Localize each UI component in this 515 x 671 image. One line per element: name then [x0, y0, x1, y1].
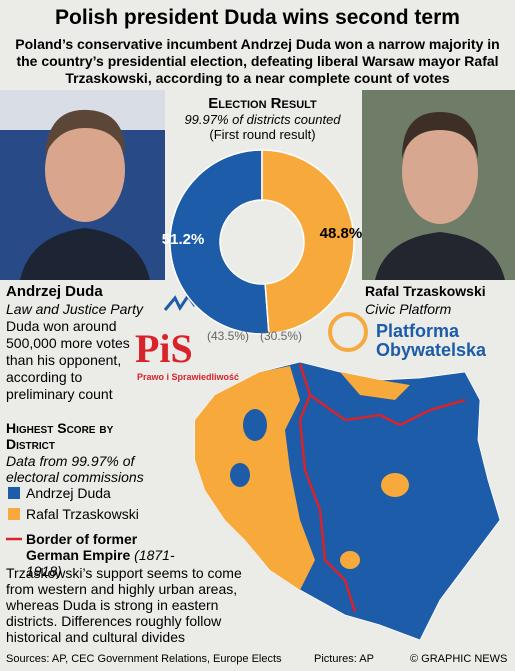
map	[194, 361, 501, 641]
po-logo-icon	[328, 312, 368, 352]
border-years: (1871-1918)	[26, 547, 175, 579]
pis-logo: PiS	[135, 326, 193, 371]
title: Polish president Duda wins second term	[55, 6, 460, 29]
photo-trzaskowski	[362, 90, 515, 280]
donut-note: (First round result)	[209, 127, 316, 142]
donut-title: Election Result	[208, 95, 317, 112]
legend-swatch	[8, 487, 20, 499]
donut: 51.2% 48.8% (43.5%) (30.5%)	[162, 149, 363, 343]
value-label: 48.8%	[320, 225, 363, 242]
legend-swatch	[8, 508, 20, 520]
subtitle: Poland’s conservative incumbent Andrzej …	[15, 36, 500, 86]
value-label: 51.2%	[162, 231, 205, 248]
candidate-name: Andrzej Duda	[6, 283, 103, 300]
donut-slice	[169, 149, 270, 335]
party: Law and Justice Party	[6, 301, 143, 317]
candidate-text: Duda won around 500,000 more votes than …	[6, 318, 130, 402]
po-logo: Platforma Obywatelska	[376, 321, 487, 360]
border-label-text: Border of former German Empire	[26, 531, 138, 563]
donut-slice	[261, 149, 355, 335]
map-title: Highest Score by District	[6, 420, 114, 452]
candidate-name: Rafal Trzaskowski	[365, 283, 486, 299]
legend-label: Rafal Trzaskowski	[26, 506, 139, 522]
credit: © GRAPHIC NEWS	[410, 653, 508, 665]
party: Civic Platform	[365, 301, 452, 317]
pictures: Pictures: AP	[314, 653, 374, 665]
sources: Sources: AP, CEC Government Relations, E…	[6, 653, 282, 665]
donut-subtitle: 99.97% of districts counted	[184, 112, 341, 127]
pis-logo-sub: Prawo i Sprawiedliwość	[137, 372, 240, 382]
map-text: Trzaskowski’s support seems to come from…	[6, 565, 242, 645]
first-round-label: (43.5%)	[207, 329, 249, 343]
map-subtitle: Data from 99.97% of electoral commission…	[6, 453, 144, 485]
legend-label: Andrzej Duda	[26, 485, 111, 501]
border-label: Border of former German Empire (1871-191…	[26, 531, 176, 579]
first-round-label: (30.5%)	[260, 329, 302, 343]
photo-duda	[0, 90, 165, 280]
